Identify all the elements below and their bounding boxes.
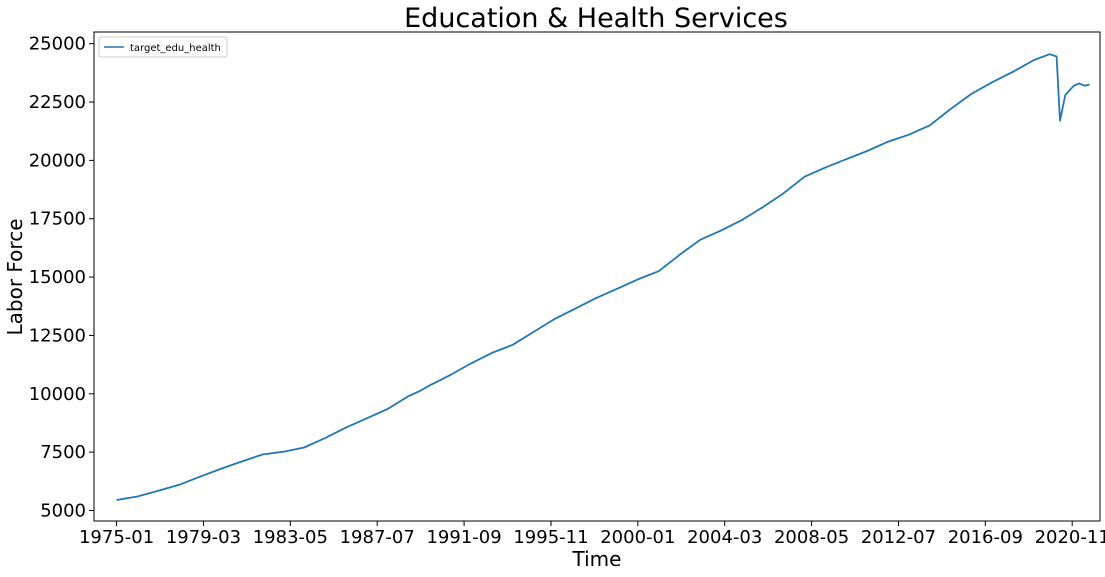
y-tick-label: 15000 xyxy=(29,267,86,288)
x-tick-label: 1987-07 xyxy=(340,527,415,548)
x-tick-label: 2020-11 xyxy=(1035,527,1105,548)
x-tick-label: 1979-03 xyxy=(166,527,241,548)
y-axis-label: Labor Force xyxy=(3,218,27,335)
x-tick-label: 1995-11 xyxy=(513,527,588,548)
x-tick-label: 1983-05 xyxy=(253,527,328,548)
series-layer xyxy=(116,53,1090,501)
x-tick-label: 2004-03 xyxy=(687,527,762,548)
legend: target_edu_health xyxy=(98,36,228,58)
y-tick-label: 20000 xyxy=(29,150,86,171)
y-tick-label: 7500 xyxy=(40,442,86,463)
x-axis: 1975-01 1979-03 1983-05 1987-07 1991-09 1995-… xyxy=(79,521,1105,548)
y-tick-label: 17500 xyxy=(29,209,86,230)
x-tick-label: 2012-07 xyxy=(861,527,936,548)
y-tick-label: 22500 xyxy=(29,92,86,113)
legend-box xyxy=(98,36,228,58)
legend-label: target_edu_health xyxy=(130,43,221,54)
y-tick-label: 10000 xyxy=(29,384,86,405)
chart-title: Education & Health Services xyxy=(404,3,788,34)
series-line-target-edu-health xyxy=(116,53,1090,501)
x-tick-label: 2000-01 xyxy=(600,527,675,548)
y-axis: 5000 7500 10000 12500 15000 17500 20000 22500 25… xyxy=(29,34,94,521)
x-tick-label: 2008-05 xyxy=(774,527,849,548)
x-tick-label: 1991-09 xyxy=(426,527,501,548)
plot-area xyxy=(93,31,1101,522)
y-tick-label: 25000 xyxy=(29,34,86,55)
x-tick-label: 2016-09 xyxy=(948,527,1023,548)
x-axis-label: Time xyxy=(572,547,622,571)
x-tick-label: 1975-01 xyxy=(79,527,154,548)
y-tick-label: 12500 xyxy=(29,325,86,346)
y-tick-label: 5000 xyxy=(40,500,86,521)
